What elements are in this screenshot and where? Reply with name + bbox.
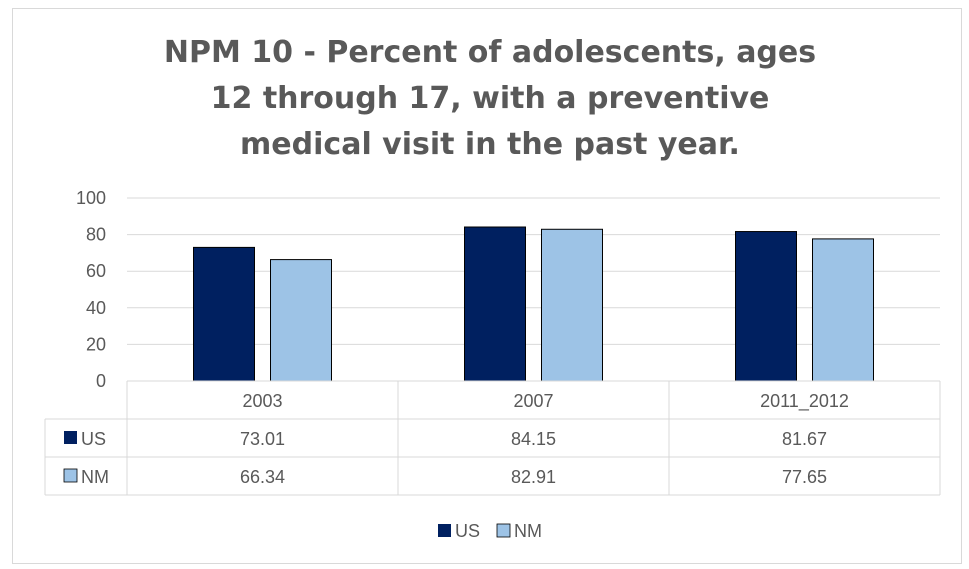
y-axis-ticks: 0 20 40 60 80 100 [76,188,106,391]
bar-nm-2011_2012 [812,238,874,382]
series-label: US [81,429,106,449]
bar-us-2011_2012 [735,231,797,382]
bar-us-2007 [464,226,526,382]
y-tick-label: 60 [86,261,106,281]
chart-title: NPM 10 - Percent of adolescents, ages 12… [163,35,817,162]
y-tick-label: 80 [86,225,106,245]
series-label: NM [81,467,109,487]
legend-label: US [455,521,480,541]
category-label: 2003 [242,391,282,411]
data-value: 77.65 [782,467,827,487]
y-tick-label: 40 [86,298,106,318]
bars [193,226,874,382]
data-table: 2003 2007 2011_2012 US 73.01 84.15 81.67 NM 66.3… [44,380,941,496]
y-tick-label: 100 [76,188,106,208]
legend-key-us [438,524,451,537]
data-value: 66.34 [240,467,285,487]
data-value: 81.67 [782,429,827,449]
table-key-us [64,431,77,444]
y-tick-label: 0 [96,371,106,391]
category-label: 2011_2012 [760,391,849,412]
legend: US NM [438,521,542,541]
bar-nm-2003 [270,259,332,382]
data-value: 73.01 [240,429,285,449]
y-tick-label: 20 [86,334,106,354]
legend-label: NM [514,521,542,541]
bar-us-2003 [193,246,255,382]
category-label: 2007 [513,391,553,411]
legend-key-nm [496,523,511,538]
data-value: 82.91 [511,467,556,487]
table-key-nm [63,468,78,483]
bar-nm-2007 [541,228,603,382]
data-value: 84.15 [511,429,556,449]
